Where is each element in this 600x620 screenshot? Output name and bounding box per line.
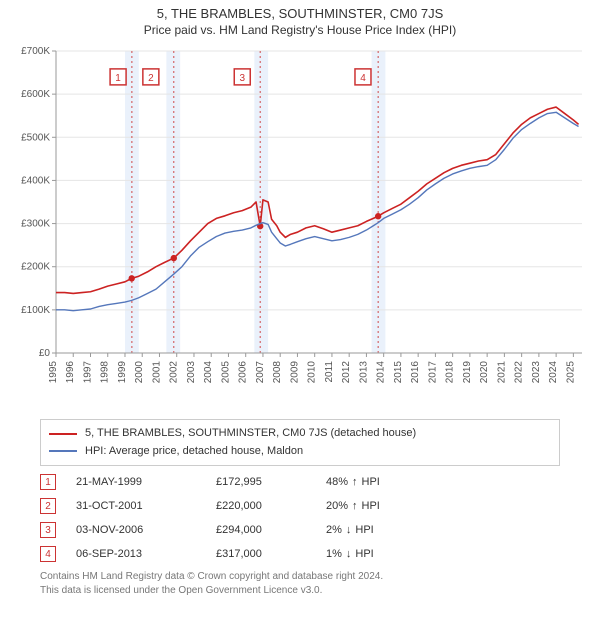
transaction-date: 06-SEP-2013 (76, 548, 196, 560)
legend-swatch (49, 433, 77, 435)
footer-line1: Contains HM Land Registry data © Crown c… (40, 570, 586, 584)
svg-text:2019: 2019 (462, 361, 473, 384)
legend-label: 5, THE BRAMBLES, SOUTHMINSTER, CM0 7JS (… (85, 425, 416, 443)
svg-text:2005: 2005 (220, 361, 231, 384)
svg-text:£300K: £300K (21, 219, 50, 230)
legend-box: 5, THE BRAMBLES, SOUTHMINSTER, CM0 7JS (… (40, 419, 560, 466)
price-chart-svg: £0 £100K £200K £300K £400K £500K £600K £700K 199… (8, 43, 592, 413)
footer-attribution: Contains HM Land Registry data © Crown c… (40, 570, 586, 598)
transaction-diff: 1%↓HPI (326, 548, 436, 560)
legend-swatch (49, 450, 77, 452)
svg-text:3: 3 (239, 73, 245, 84)
svg-text:£600K: £600K (21, 89, 50, 100)
svg-text:2004: 2004 (203, 361, 214, 384)
svg-text:4: 4 (360, 73, 366, 84)
svg-text:£500K: £500K (21, 132, 50, 143)
transactions-table: 1 21-MAY-1999 £172,995 48%↑HPI 2 31-OCT-2001 £… (40, 470, 560, 566)
svg-text:2008: 2008 (272, 361, 283, 384)
svg-text:1998: 1998 (100, 361, 111, 384)
legend-row: HPI: Average price, detached house, Mald… (49, 443, 551, 461)
transaction-diff: 20%↑HPI (326, 500, 436, 512)
svg-text:2000: 2000 (134, 361, 145, 384)
transaction-marker: 1 (40, 474, 56, 490)
transaction-diff: 48%↑HPI (326, 476, 436, 488)
legend-row: 5, THE BRAMBLES, SOUTHMINSTER, CM0 7JS (… (49, 425, 551, 443)
svg-text:2025: 2025 (565, 361, 576, 384)
svg-text:2002: 2002 (169, 361, 180, 384)
svg-text:£400K: £400K (21, 175, 50, 186)
svg-text:2022: 2022 (514, 361, 525, 384)
svg-text:2023: 2023 (531, 361, 542, 384)
svg-text:2006: 2006 (238, 361, 249, 384)
svg-text:2011: 2011 (324, 361, 335, 383)
transaction-date: 03-NOV-2006 (76, 524, 196, 536)
chart-area: £0 £100K £200K £300K £400K £500K £600K £700K 199… (8, 43, 592, 413)
transaction-diff: 2%↓HPI (326, 524, 436, 536)
legend-label: HPI: Average price, detached house, Mald… (85, 443, 303, 461)
svg-text:2012: 2012 (341, 361, 352, 384)
svg-text:2020: 2020 (479, 361, 490, 384)
svg-text:£0: £0 (39, 348, 51, 359)
svg-text:2014: 2014 (376, 361, 387, 384)
svg-text:1999: 1999 (117, 361, 128, 384)
svg-text:1995: 1995 (48, 361, 59, 384)
table-row: 4 06-SEP-2013 £317,000 1%↓HPI (40, 542, 560, 566)
svg-text:2018: 2018 (445, 361, 456, 384)
svg-text:£200K: £200K (21, 262, 50, 273)
svg-text:2021: 2021 (496, 361, 507, 384)
transaction-marker: 2 (40, 498, 56, 514)
transaction-price: £317,000 (216, 548, 306, 560)
transaction-marker: 3 (40, 522, 56, 538)
transaction-date: 31-OCT-2001 (76, 500, 196, 512)
table-row: 3 03-NOV-2006 £294,000 2%↓HPI (40, 518, 560, 542)
svg-text:2024: 2024 (548, 361, 559, 384)
chart-title-line2: Price paid vs. HM Land Registry's House … (8, 23, 592, 37)
svg-text:2007: 2007 (255, 361, 266, 384)
chart-title-line1: 5, THE BRAMBLES, SOUTHMINSTER, CM0 7JS (8, 6, 592, 21)
transaction-marker: 4 (40, 546, 56, 562)
svg-text:2016: 2016 (410, 361, 421, 384)
table-row: 1 21-MAY-1999 £172,995 48%↑HPI (40, 470, 560, 494)
transaction-price: £172,995 (216, 476, 306, 488)
svg-text:£700K: £700K (21, 46, 50, 57)
svg-text:1997: 1997 (82, 361, 93, 384)
svg-text:2: 2 (148, 73, 154, 84)
transaction-price: £294,000 (216, 524, 306, 536)
svg-text:2013: 2013 (358, 361, 369, 384)
table-row: 2 31-OCT-2001 £220,000 20%↑HPI (40, 494, 560, 518)
svg-text:2001: 2001 (151, 361, 162, 384)
svg-text:1996: 1996 (65, 361, 76, 384)
svg-text:1: 1 (115, 73, 121, 84)
transaction-price: £220,000 (216, 500, 306, 512)
transaction-date: 21-MAY-1999 (76, 476, 196, 488)
svg-text:£100K: £100K (21, 305, 50, 316)
svg-text:2009: 2009 (289, 361, 300, 384)
svg-text:2017: 2017 (427, 361, 438, 384)
svg-text:2003: 2003 (186, 361, 197, 384)
svg-text:2010: 2010 (307, 361, 318, 384)
footer-line2: This data is licensed under the Open Gov… (40, 584, 586, 598)
svg-text:2015: 2015 (393, 361, 404, 384)
